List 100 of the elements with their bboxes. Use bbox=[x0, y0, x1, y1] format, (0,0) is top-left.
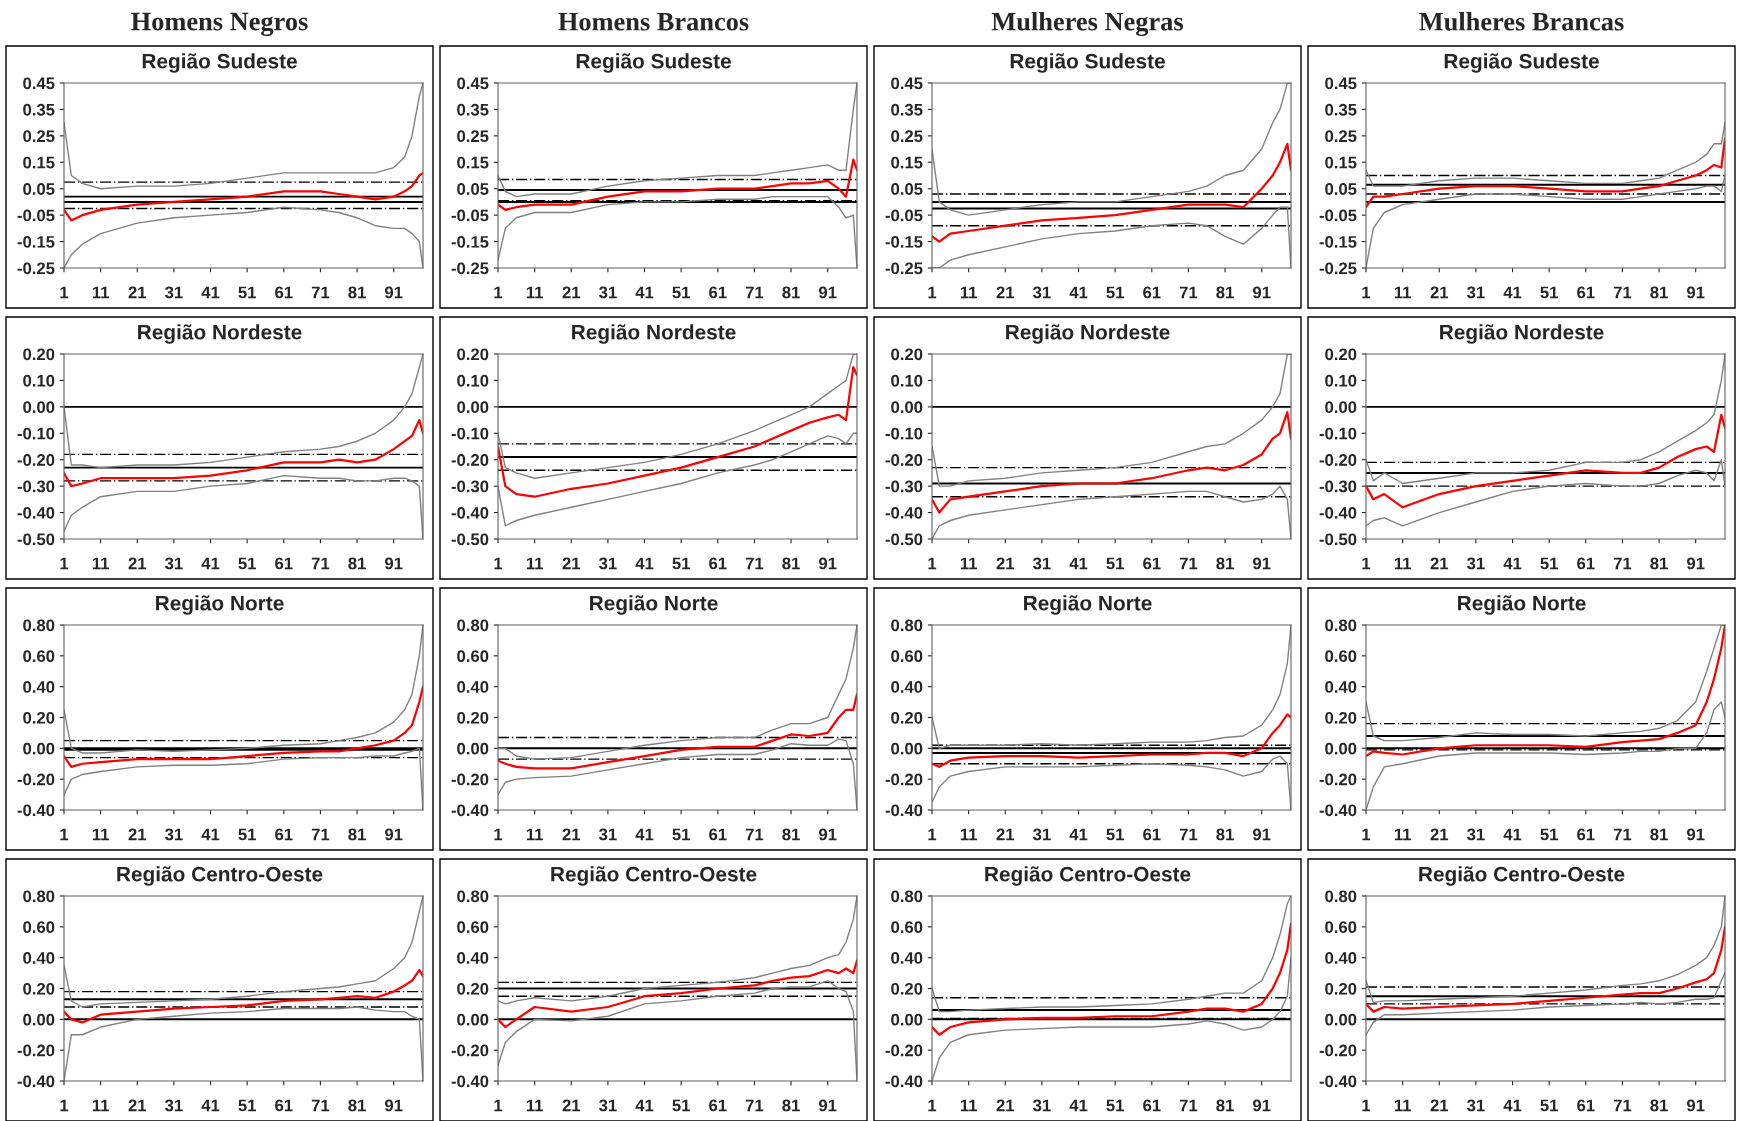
x-tick-label: 71 bbox=[311, 557, 330, 570]
y-tick-label: 0.15 bbox=[891, 156, 923, 169]
x-tick-label: 31 bbox=[165, 828, 183, 841]
y-tick-label: -0.05 bbox=[885, 209, 923, 222]
x-tick-label: 51 bbox=[672, 1099, 690, 1112]
y-tick-label: 0.20 bbox=[457, 348, 489, 361]
chart-title: Região Nordeste bbox=[138, 324, 302, 344]
x-tick-label: 41 bbox=[1503, 828, 1522, 841]
x-tick-label: 91 bbox=[1687, 1099, 1705, 1112]
x-tick-label: 81 bbox=[782, 286, 800, 299]
y-tick-label: 0.05 bbox=[891, 183, 923, 195]
x-tick-label: 71 bbox=[1179, 1099, 1198, 1112]
y-tick-label: 0.40 bbox=[1325, 952, 1357, 964]
x-tick-label: 51 bbox=[672, 557, 690, 570]
x-tick-label: 11 bbox=[526, 557, 543, 570]
y-tick-label: 0.60 bbox=[891, 921, 923, 934]
y-tick-label: 0.80 bbox=[1325, 619, 1357, 632]
x-tick-label: 21 bbox=[1430, 286, 1449, 299]
x-tick-label: 31 bbox=[1467, 286, 1485, 299]
x-tick-label: 41 bbox=[201, 286, 220, 299]
x-tick-label: 31 bbox=[1467, 828, 1485, 841]
x-tick-label: 61 bbox=[275, 286, 293, 299]
y-tick-label: -0.40 bbox=[885, 1075, 923, 1088]
chart-title: Região Sudeste bbox=[1444, 53, 1599, 73]
y-tick-label: 0.10 bbox=[1325, 374, 1357, 387]
x-tick-label: 71 bbox=[745, 286, 764, 299]
x-tick-label: 91 bbox=[385, 557, 403, 570]
x-tick-label: 31 bbox=[599, 286, 617, 299]
x-tick-label: 21 bbox=[562, 557, 581, 570]
x-tick-label: 21 bbox=[996, 1099, 1015, 1112]
x-tick-label: 41 bbox=[635, 286, 654, 299]
x-tick-label: 11 bbox=[1394, 557, 1411, 570]
y-tick-label: 0.80 bbox=[457, 890, 489, 903]
x-tick-label: 91 bbox=[385, 286, 403, 299]
y-tick-label: -0.30 bbox=[885, 480, 923, 493]
y-tick-label: 0.80 bbox=[23, 619, 55, 632]
x-tick-label: 11 bbox=[92, 1099, 109, 1112]
y-tick-label: 0.35 bbox=[457, 103, 489, 116]
x-tick-label: 81 bbox=[782, 828, 800, 841]
x-tick-label: 31 bbox=[165, 286, 183, 299]
y-tick-label: 0.20 bbox=[1325, 982, 1357, 995]
x-tick-label: 71 bbox=[1179, 286, 1198, 299]
y-tick-label: 0.00 bbox=[891, 401, 923, 414]
y-tick-label: 0.80 bbox=[891, 890, 923, 903]
x-tick-label: 1 bbox=[1362, 828, 1371, 841]
y-tick-label: 0.20 bbox=[1325, 711, 1357, 724]
x-tick-label: 1 bbox=[1362, 286, 1371, 299]
y-tick-label: -0.25 bbox=[885, 262, 923, 275]
line-series bbox=[1366, 413, 1725, 509]
x-tick-label: 1 bbox=[494, 1099, 503, 1112]
y-tick-label: -0.40 bbox=[451, 1075, 489, 1088]
x-tick-label: 11 bbox=[92, 286, 109, 299]
x-tick-label: 1 bbox=[928, 557, 937, 570]
x-tick-label: 1 bbox=[1362, 1099, 1371, 1112]
x-tick-label: 31 bbox=[1467, 1099, 1485, 1112]
x-tick-label: 91 bbox=[385, 1099, 403, 1112]
x-tick-label: 31 bbox=[165, 557, 183, 570]
y-tick-label: 0.20 bbox=[457, 982, 489, 995]
y-tick-label: 0.00 bbox=[891, 1013, 923, 1026]
x-tick-label: 41 bbox=[201, 828, 220, 841]
x-tick-label: 71 bbox=[745, 557, 764, 570]
y-tick-label: 0.25 bbox=[457, 130, 489, 143]
y-tick-label: -0.50 bbox=[1319, 533, 1357, 546]
y-tick-label: 0.45 bbox=[457, 77, 489, 90]
chart-subtitle: Homens Negros bbox=[131, 12, 308, 36]
x-tick-label: 81 bbox=[1216, 286, 1234, 299]
y-tick-label: 0.20 bbox=[23, 348, 55, 361]
y-tick-label: 0.20 bbox=[891, 711, 923, 724]
x-tick-label: 51 bbox=[238, 557, 256, 570]
y-tick-label: -0.20 bbox=[17, 1044, 55, 1057]
x-tick-label: 81 bbox=[1650, 828, 1668, 841]
x-tick-label: 1 bbox=[60, 828, 69, 841]
chart-title: Região Sudeste bbox=[576, 53, 731, 73]
x-tick-label: 81 bbox=[1650, 286, 1668, 299]
x-tick-label: 41 bbox=[1503, 286, 1522, 299]
x-tick-label: 71 bbox=[311, 1099, 330, 1112]
x-tick-label: 71 bbox=[1179, 557, 1198, 570]
x-tick-label: 61 bbox=[1143, 1099, 1161, 1112]
x-tick-label: 21 bbox=[996, 828, 1015, 841]
x-tick-label: 41 bbox=[635, 557, 654, 570]
x-tick-label: 11 bbox=[526, 828, 543, 841]
x-tick-label: 11 bbox=[1394, 286, 1411, 299]
y-tick-label: -0.30 bbox=[1319, 480, 1357, 493]
x-tick-label: 91 bbox=[1687, 828, 1705, 841]
chart-title: Região Centro-Oeste bbox=[117, 866, 323, 886]
y-tick-label: 0.60 bbox=[1325, 650, 1357, 663]
x-tick-label: 31 bbox=[1467, 557, 1485, 570]
y-tick-label: -0.05 bbox=[451, 209, 489, 222]
y-tick-label: 0.00 bbox=[457, 1013, 489, 1026]
x-tick-label: 91 bbox=[1253, 286, 1271, 299]
x-tick-label: 21 bbox=[128, 828, 147, 841]
y-tick-label: -0.20 bbox=[1319, 454, 1357, 466]
y-tick-label: -0.50 bbox=[885, 533, 923, 546]
x-tick-label: 21 bbox=[1430, 828, 1449, 841]
y-tick-label: -0.25 bbox=[1319, 262, 1357, 275]
y-tick-label: 0.20 bbox=[891, 348, 923, 361]
x-tick-label: 91 bbox=[819, 828, 837, 841]
y-tick-label: 0.15 bbox=[457, 156, 489, 169]
x-tick-label: 61 bbox=[1143, 828, 1161, 841]
x-tick-label: 61 bbox=[1577, 828, 1595, 841]
